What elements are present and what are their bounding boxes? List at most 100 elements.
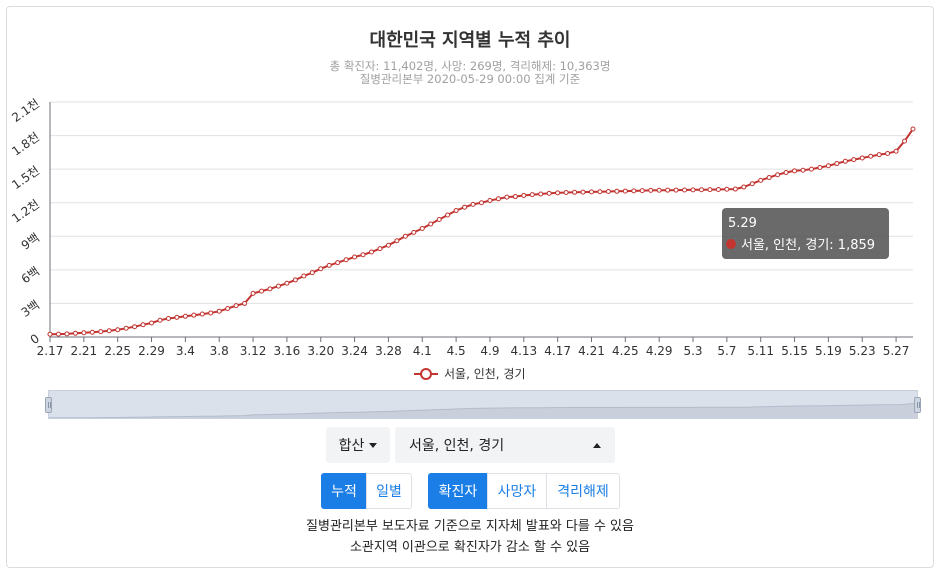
data-point[interactable]: [275, 283, 281, 289]
data-point[interactable]: [673, 187, 679, 193]
data-point[interactable]: [369, 249, 375, 255]
data-point[interactable]: [639, 188, 645, 194]
metric-button-released[interactable]: 격리해제: [546, 473, 620, 509]
data-point[interactable]: [165, 316, 171, 322]
data-point[interactable]: [851, 157, 857, 163]
data-point[interactable]: [792, 168, 798, 174]
data-point[interactable]: [715, 187, 721, 193]
data-point[interactable]: [732, 186, 738, 192]
data-point[interactable]: [191, 312, 197, 318]
data-point[interactable]: [267, 286, 273, 292]
data-point[interactable]: [749, 181, 755, 187]
mode-button-cumulative[interactable]: 누적: [321, 473, 367, 509]
data-point[interactable]: [605, 189, 611, 195]
data-point[interactable]: [741, 184, 747, 190]
data-point[interactable]: [648, 187, 654, 193]
data-point[interactable]: [859, 155, 865, 161]
data-point[interactable]: [682, 187, 688, 193]
data-point[interactable]: [588, 189, 594, 195]
data-point[interactable]: [157, 317, 163, 323]
data-point[interactable]: [842, 158, 848, 164]
data-point[interactable]: [402, 233, 408, 239]
data-point[interactable]: [89, 329, 95, 335]
data-zoom-slider[interactable]: [48, 390, 918, 419]
data-point[interactable]: [622, 188, 628, 194]
data-point[interactable]: [724, 186, 730, 192]
data-point[interactable]: [55, 331, 61, 337]
data-point[interactable]: [428, 221, 434, 227]
data-point[interactable]: [115, 327, 121, 333]
data-point[interactable]: [665, 187, 671, 193]
data-point[interactable]: [233, 303, 239, 309]
data-point[interactable]: [529, 192, 535, 198]
data-point[interactable]: [343, 257, 349, 263]
metric-button-confirmed[interactable]: 확진자: [428, 473, 488, 509]
data-point[interactable]: [495, 196, 501, 202]
data-point[interactable]: [834, 161, 840, 167]
data-point[interactable]: [868, 153, 874, 159]
data-point[interactable]: [462, 204, 468, 210]
data-point[interactable]: [47, 331, 53, 337]
data-point[interactable]: [411, 229, 417, 235]
data-point[interactable]: [479, 200, 484, 206]
data-point[interactable]: [377, 246, 383, 252]
data-point[interactable]: [504, 194, 510, 200]
data-point[interactable]: [445, 212, 451, 218]
aggregate-dropdown[interactable]: 합산: [326, 427, 390, 463]
data-point[interactable]: [72, 330, 78, 336]
data-point[interactable]: [149, 320, 155, 326]
data-point[interactable]: [318, 266, 324, 272]
data-point[interactable]: [419, 225, 425, 231]
data-point[interactable]: [910, 126, 916, 132]
data-point[interactable]: [292, 277, 298, 283]
data-point[interactable]: [140, 322, 146, 328]
data-point[interactable]: [783, 170, 789, 175]
data-point[interactable]: [817, 164, 823, 170]
data-point[interactable]: [81, 330, 87, 336]
data-point[interactable]: [199, 311, 205, 317]
data-point[interactable]: [132, 324, 138, 330]
zoom-handle-left[interactable]: [45, 397, 52, 413]
data-point[interactable]: [470, 201, 476, 207]
mode-button-daily[interactable]: 일별: [366, 473, 412, 509]
data-point[interactable]: [335, 260, 341, 266]
data-point[interactable]: [242, 300, 248, 306]
data-point[interactable]: [487, 197, 493, 203]
data-point[interactable]: [98, 329, 104, 335]
data-point[interactable]: [707, 187, 713, 193]
data-point[interactable]: [259, 288, 265, 294]
data-point[interactable]: [614, 188, 620, 194]
data-point[interactable]: [182, 313, 188, 319]
data-point[interactable]: [698, 187, 704, 193]
data-point[interactable]: [808, 166, 814, 172]
data-point[interactable]: [766, 175, 772, 181]
data-point[interactable]: [555, 190, 561, 196]
data-point[interactable]: [538, 191, 544, 197]
data-point[interactable]: [106, 328, 112, 334]
data-point[interactable]: [580, 189, 586, 195]
data-point[interactable]: [825, 163, 831, 169]
data-point[interactable]: [174, 314, 180, 320]
data-point[interactable]: [512, 194, 518, 200]
data-point[interactable]: [123, 325, 129, 331]
data-point[interactable]: [893, 148, 899, 154]
data-point[interactable]: [208, 310, 214, 316]
data-point[interactable]: [284, 280, 290, 286]
data-point[interactable]: [631, 188, 637, 194]
data-point[interactable]: [436, 217, 442, 222]
data-point[interactable]: [876, 152, 882, 158]
data-point[interactable]: [225, 305, 231, 311]
data-point[interactable]: [216, 308, 222, 314]
data-point[interactable]: [360, 252, 366, 258]
data-point[interactable]: [326, 262, 332, 268]
data-point[interactable]: [885, 150, 891, 156]
data-point[interactable]: [690, 187, 696, 193]
data-point[interactable]: [250, 290, 256, 296]
data-point[interactable]: [572, 189, 578, 195]
data-point[interactable]: [352, 254, 358, 260]
data-point[interactable]: [775, 172, 781, 178]
data-point[interactable]: [597, 189, 603, 195]
region-select[interactable]: 서울, 인천, 경기: [395, 427, 615, 463]
data-point[interactable]: [800, 167, 806, 173]
